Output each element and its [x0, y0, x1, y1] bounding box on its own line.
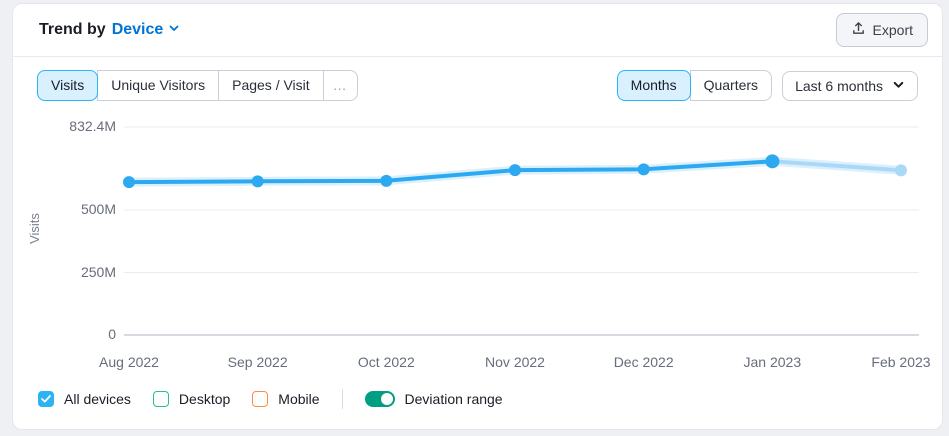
device-dropdown-label: Device [111, 21, 164, 38]
x-tick-label: Jan 2023 [743, 354, 802, 370]
tab-pages-per-visit[interactable]: Pages / Visit [218, 70, 324, 101]
checkbox-mobile[interactable] [252, 391, 269, 407]
x-tick-label: Nov 2022 [485, 354, 545, 370]
date-range-value: Last 6 months [795, 77, 883, 94]
data-point-feb-2023[interactable] [895, 164, 907, 177]
deviation-range-toggle[interactable] [364, 391, 395, 407]
data-point-jan-2023[interactable] [765, 154, 780, 169]
toolbar: Visits Unique Visitors Pages / Visit … M… [13, 70, 942, 101]
data-point-dec-2022[interactable] [637, 163, 650, 176]
toggle-label: Deviation range [404, 391, 503, 407]
checkbox-all-devices[interactable] [38, 391, 54, 407]
y-tick-label: 832.4M [69, 118, 116, 134]
y-tick-label: 500M [80, 201, 116, 218]
x-tick-label: Oct 2022 [357, 354, 415, 370]
export-button[interactable]: Export [835, 13, 928, 47]
title-prefix: Trend by [39, 21, 106, 38]
tab-months[interactable]: Months [616, 70, 691, 101]
deviation-range-toggle-item[interactable]: Deviation range [364, 391, 503, 407]
period-tabs: Months Quarters [616, 70, 773, 101]
legend-label: Mobile [278, 391, 320, 407]
date-range-select[interactable]: Last 6 months [782, 70, 918, 101]
data-point-oct-2022[interactable] [380, 174, 393, 187]
y-tick-label: 250M [80, 263, 116, 280]
check-icon [41, 395, 51, 403]
toolbar-right: Months Quarters Last 6 months [616, 70, 918, 101]
trend-line [127, 159, 775, 185]
legend-item-desktop[interactable]: Desktop [152, 391, 231, 407]
tab-visits[interactable]: Visits [37, 70, 99, 101]
y-tick-label: 0 [108, 326, 116, 342]
checkbox-desktop[interactable] [152, 391, 169, 407]
card-header: Trend by Device Export [13, 4, 942, 57]
x-tick-label: Dec 2022 [613, 354, 674, 370]
legend-label: Desktop [178, 391, 231, 407]
legend-label: All devices [64, 391, 131, 407]
trend-chart: 832.4M 500M 250M 0 Aug 2022 Sep 2022 Oct 2022… [13, 109, 942, 373]
chevron-down-icon [892, 78, 905, 94]
export-label: Export [872, 22, 913, 38]
x-tick-label: Feb 2023 [871, 354, 931, 370]
data-point-sep-2022[interactable] [251, 175, 264, 188]
chart-legend: All devices Desktop Mobile Deviation ran… [13, 389, 942, 409]
legend-item-mobile[interactable]: Mobile [252, 391, 320, 407]
page-title: Trend by Device [39, 21, 180, 39]
legend-divider [341, 389, 343, 409]
chart-canvas [123, 126, 919, 336]
tab-unique-visitors[interactable]: Unique Visitors [97, 70, 220, 101]
tab-quarters[interactable]: Quarters [689, 70, 773, 101]
chevron-down-icon [168, 21, 180, 39]
x-tick-label: Sep 2022 [227, 354, 288, 370]
trend-by-device-card: Trend by Device Export Visits Unique Vis… [12, 3, 943, 430]
tab-more-metrics[interactable]: … [322, 70, 358, 101]
y-axis-title: Visits [26, 213, 42, 244]
metric-tabs: Visits Unique Visitors Pages / Visit … [37, 70, 358, 101]
data-point-aug-2022[interactable] [123, 176, 135, 189]
device-dropdown-link[interactable]: Device [112, 21, 181, 39]
x-tick-label: Aug 2022 [99, 354, 159, 370]
toggle-knob [380, 393, 393, 405]
data-point-nov-2022[interactable] [509, 164, 521, 177]
legend-item-all-devices[interactable]: All devices [38, 391, 131, 407]
trend-line-partial [770, 159, 903, 173]
export-icon [851, 21, 866, 39]
